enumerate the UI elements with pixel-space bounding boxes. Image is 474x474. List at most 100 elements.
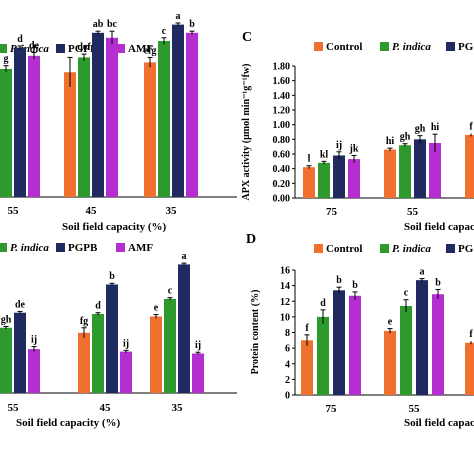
legend-label: PGPB [68,43,98,55]
significance-letter: ij [195,340,201,351]
legend-label: P. indica [10,242,49,254]
legend-swatch-p-indica [380,244,389,253]
legend-swatch-pgpb [446,244,455,253]
significance-letter: d [320,298,326,309]
legend-swatch-pgpb [446,42,455,51]
x-tick-label: 75 [326,206,338,218]
x-tick-label: 45 [86,205,98,217]
legend-label: AMF [128,43,153,55]
significance-letter: ij [123,338,129,349]
legend-swatch-pgpb [56,243,65,252]
legend-swatch-p-indica [0,44,7,53]
significance-letter: gh [400,132,411,143]
significance-letter: l [308,154,311,165]
significance-letter: jk [349,143,359,154]
x-tick-label: 35 [172,402,184,414]
bar-amf-55 [28,349,40,393]
legend-label: PG [458,243,474,255]
significance-letter: ab [93,19,104,30]
significance-letter: b [109,271,115,282]
significance-letter: b [435,278,441,289]
legend-label: P. indica [392,41,431,53]
y-tick-label: 8 [285,328,290,339]
significance-letter: b [189,19,195,30]
y-tick-label: 0.80 [273,135,291,146]
bar-amf-55 [432,294,444,395]
bar-amf-35 [186,32,198,198]
x-tick-label: 55 [409,403,421,415]
x-tick-label: 55 [407,206,419,218]
y-tick-label: 1.60 [273,76,291,87]
y-tick-label: 0.40 [273,164,291,175]
y-tick-label: 1.00 [273,120,291,131]
panel-c: C APX activity (μmol min⁻¹g⁻¹fw) Soil fi… [241,30,474,233]
y-tick-label: 1.20 [273,106,291,117]
significance-letter: d [95,301,101,312]
y-tick-label: 12 [280,297,290,308]
significance-letter: b [336,275,342,286]
legend: Control P. indica PG [314,41,474,53]
legend-swatch-pgpb [56,44,65,53]
bar-control-75 [301,340,313,395]
bar-pgpb-55 [416,280,428,395]
bar-p-indica-35 [164,298,176,393]
bar-p-indica-45 [92,313,104,393]
bar-pgpb-55 [14,47,26,197]
bar-control-55 [384,149,396,198]
significance-letter: c [404,288,409,299]
bar-amf-75 [348,159,360,198]
significance-letter: hi [386,136,395,147]
bar-control-35 [150,316,162,393]
significance-letter: gh [415,124,426,135]
y-tick-label: 1.80 [273,62,291,73]
significance-letter: fg [80,316,88,327]
legend: P. indica PGPB AMF [0,242,153,254]
panel-bottom-left: Soil field capacity (%) P. indica PGPB AMF… [0,242,237,429]
bar-pgpb-75 [333,290,345,395]
legend-label: Control [326,243,362,255]
bar-control-45 [78,332,90,393]
significance-letter: f [469,329,473,340]
significance-letter: f [305,323,309,334]
bar-p-indica-55 [0,327,12,393]
y-tick-label: 0.60 [273,150,291,161]
bar-control-partial [465,342,474,395]
legend-swatch-amf [116,243,125,252]
bar-amf-75 [349,295,361,395]
y-tick-label: 6 [285,344,290,355]
bar-control-partial [465,134,474,198]
y-axis-ticks: 0 2 4 6 8 10 12 14 16 [280,266,295,402]
bar-p-indica-75 [318,162,330,198]
significance-letter: d [17,34,23,45]
bar-amf-45 [120,351,132,393]
bar-amf-35 [192,353,204,393]
bar-p-indica-35 [158,41,170,197]
bar-pgpb-55 [414,139,426,198]
significance-letter: bc [107,19,118,30]
significance-letter: a [420,267,425,278]
bar-pgpb-45 [92,32,104,198]
significance-letter: e [388,317,393,328]
legend-swatch-p-indica [380,42,389,51]
x-tick-label: 55 [8,402,20,414]
significance-letter: de [15,299,26,310]
significance-letter: de [29,41,40,52]
significance-letter: b [352,280,358,291]
bar-amf-55 [429,143,441,198]
significance-letter: f [469,121,473,132]
significance-letter: efg [144,45,157,56]
x-tick-label: 55 [8,205,20,217]
bar-control-35 [144,62,156,198]
panel-d: D Protein content (%) Soil field capacit… [246,232,474,429]
bar-pgpb-55 [14,312,26,393]
significance-letter: kl [320,149,329,160]
legend-swatch-control [314,42,323,51]
x-tick-label: 75 [326,403,338,415]
x-axis-label: Soil field capacity (%) [404,221,474,233]
